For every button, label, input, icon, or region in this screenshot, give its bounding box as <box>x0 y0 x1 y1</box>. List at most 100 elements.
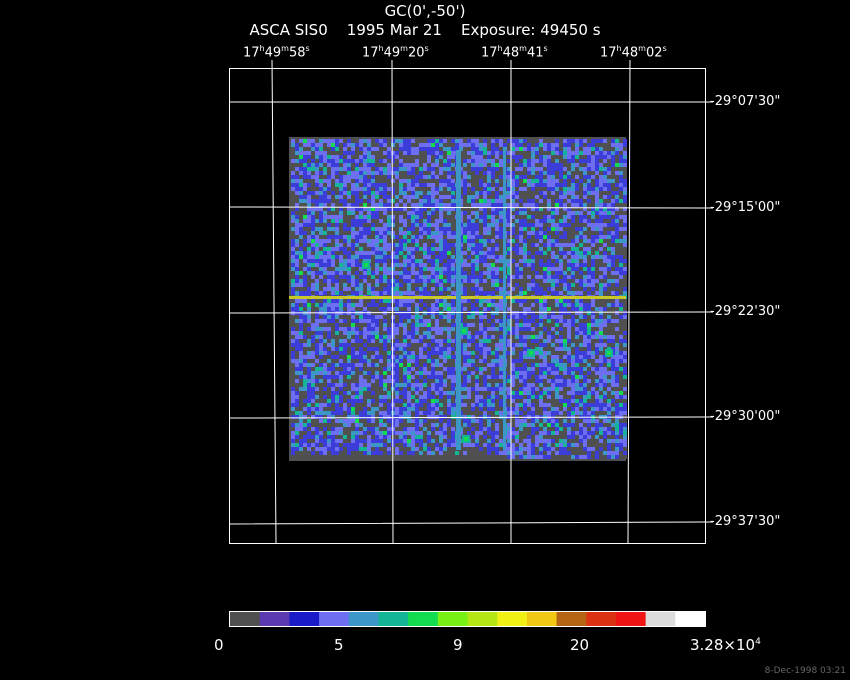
count-pixel <box>327 283 331 287</box>
count-pixel <box>407 287 411 291</box>
count-pixel <box>463 147 467 151</box>
count-pixel <box>471 235 475 239</box>
count-pixel <box>447 179 451 183</box>
count-pixel <box>435 267 439 271</box>
count-pixel <box>591 191 595 195</box>
count-pixel <box>535 303 539 307</box>
count-pixel <box>607 159 611 163</box>
count-pixel <box>519 367 523 371</box>
count-pixel <box>527 199 531 203</box>
count-pixel <box>555 171 559 175</box>
count-pixel <box>611 371 615 375</box>
count-pixel <box>463 239 467 243</box>
count-pixel <box>471 311 475 315</box>
count-pixel <box>527 283 531 287</box>
count-pixel <box>443 319 447 323</box>
count-pixel <box>451 343 455 347</box>
count-pixel <box>419 147 423 151</box>
count-pixel <box>311 239 315 243</box>
count-pixel <box>331 191 335 195</box>
count-pixel <box>363 307 367 311</box>
count-pixel <box>343 183 347 187</box>
count-pixel <box>615 203 619 207</box>
count-pixel <box>443 215 447 219</box>
count-pixel <box>311 347 315 351</box>
count-pixel <box>355 139 359 143</box>
count-pixel <box>383 179 387 183</box>
count-pixel <box>551 243 555 247</box>
count-pixel <box>495 299 499 303</box>
count-pixel <box>487 255 491 259</box>
count-pixel <box>375 279 379 283</box>
count-pixel <box>551 311 555 315</box>
count-pixel <box>387 159 391 163</box>
count-pixel <box>483 323 487 327</box>
count-pixel <box>339 271 343 275</box>
count-pixel <box>447 139 451 143</box>
count-pixel <box>347 211 351 215</box>
count-pixel <box>499 255 503 259</box>
count-pixel <box>423 351 427 355</box>
count-pixel <box>535 371 539 375</box>
count-pixel <box>591 263 595 267</box>
count-pixel <box>419 347 423 351</box>
count-pixel <box>447 355 451 359</box>
count-pixel <box>507 303 511 307</box>
count-pixel <box>615 291 619 295</box>
count-pixel <box>351 235 355 239</box>
count-pixel <box>319 151 323 155</box>
count-pixel <box>299 315 303 319</box>
count-pixel <box>467 331 471 335</box>
count-pixel <box>587 239 591 243</box>
count-pixel <box>511 259 515 263</box>
count-pixel <box>467 235 471 239</box>
count-pixel <box>507 235 511 239</box>
count-pixel <box>579 335 583 339</box>
count-pixel <box>551 287 555 291</box>
count-pixel <box>403 151 407 155</box>
count-pixel <box>515 243 519 247</box>
count-pixel <box>351 199 355 203</box>
count-pixel <box>419 223 423 227</box>
count-pixel <box>415 363 419 367</box>
count-pixel <box>447 211 451 215</box>
count-pixel <box>595 331 599 335</box>
count-pixel <box>543 367 547 371</box>
count-pixel <box>359 267 363 271</box>
count-pixel <box>523 355 527 359</box>
count-pixel <box>311 199 315 203</box>
count-pixel <box>575 323 579 327</box>
count-pixel <box>559 195 563 199</box>
count-pixel <box>563 191 567 195</box>
count-pixel <box>363 327 367 331</box>
count-pixel <box>391 139 395 143</box>
count-pixel <box>395 303 399 307</box>
count-pixel <box>519 287 523 291</box>
count-pixel <box>471 223 475 227</box>
count-pixel <box>359 259 363 263</box>
count-pixel <box>331 143 335 147</box>
count-pixel <box>419 299 423 303</box>
count-pixel <box>439 215 443 219</box>
count-pixel <box>355 243 359 247</box>
count-pixel <box>371 371 375 375</box>
count-pixel <box>499 147 503 151</box>
count-pixel <box>323 315 327 319</box>
count-pixel <box>363 299 367 303</box>
count-pixel <box>511 243 515 247</box>
count-pixel <box>351 363 355 367</box>
count-pixel <box>519 151 523 155</box>
count-pixel <box>315 159 319 163</box>
count-pixel <box>615 139 619 143</box>
count-pixel <box>295 279 299 283</box>
count-pixel <box>555 211 559 215</box>
count-pixel <box>583 143 587 147</box>
count-pixel <box>611 239 615 243</box>
count-pixel <box>435 155 439 159</box>
count-pixel <box>363 159 367 163</box>
count-pixel <box>431 155 435 159</box>
count-pixel <box>491 187 495 191</box>
count-pixel <box>303 167 307 171</box>
count-pixel <box>547 243 551 247</box>
count-pixel <box>487 223 491 227</box>
